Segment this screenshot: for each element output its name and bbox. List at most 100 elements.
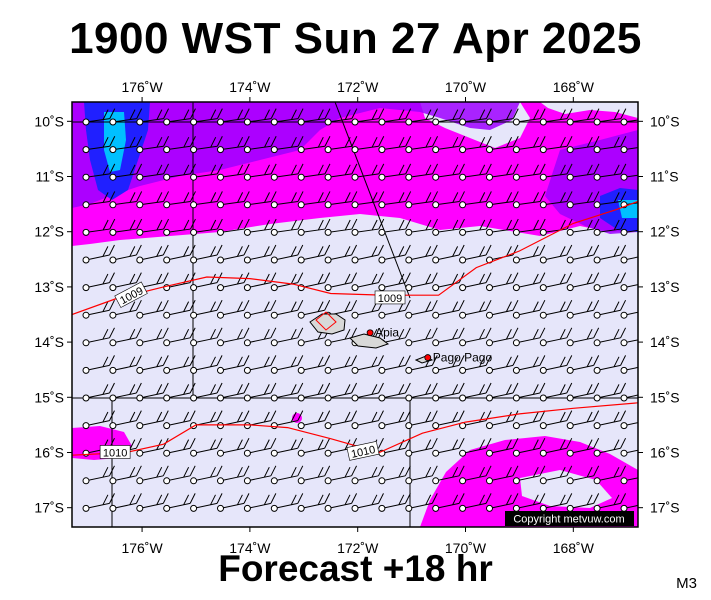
wind-barb <box>620 173 638 181</box>
wind-barb <box>459 163 492 181</box>
wind-barb <box>459 108 492 126</box>
wind-barb <box>620 118 638 126</box>
lon-tick-label-top: 168˚W <box>553 79 595 95</box>
wind-barb <box>378 108 412 126</box>
wind-barb <box>378 410 411 430</box>
wind-barb <box>163 244 196 264</box>
wind-barb <box>109 163 143 181</box>
wind-barb <box>539 163 573 181</box>
lat-tick-label-left: 11˚S <box>35 169 64 185</box>
lat-tick-label-left: 17˚S <box>34 500 64 516</box>
wind-barb <box>324 410 358 430</box>
wind-barb <box>566 382 600 402</box>
wind-barb <box>109 465 142 485</box>
wind-barb <box>566 465 600 485</box>
lat-tick-label-left: 12˚S <box>34 224 64 240</box>
wind-barb <box>217 163 250 181</box>
wind-barb <box>539 218 573 236</box>
wind-barb <box>593 299 627 319</box>
wind-barb <box>486 108 519 126</box>
wind-barb <box>109 355 142 374</box>
wind-barb <box>297 218 331 236</box>
lon-tick-label-bottom: 176˚W <box>121 540 163 556</box>
wind-barb <box>190 136 223 154</box>
wind-barb <box>217 382 250 402</box>
place-marker: Pago Pago <box>424 351 492 365</box>
wind-barb <box>324 355 358 374</box>
lat-tick-label-left: 14˚S <box>34 334 64 350</box>
wind-barb <box>405 437 438 457</box>
wind-barb <box>297 136 331 154</box>
wind-barb <box>459 355 492 374</box>
wind-barb <box>270 244 304 264</box>
wind-barb <box>217 108 250 126</box>
wind-barb <box>217 244 250 264</box>
wind-barb <box>486 355 519 374</box>
wind-barb <box>270 493 304 512</box>
wind-barb <box>486 163 519 181</box>
wind-barb <box>109 218 143 236</box>
wind-barb <box>243 136 277 154</box>
rain-band-purple <box>72 102 520 208</box>
wind-barb <box>217 465 250 485</box>
wind-barb <box>270 327 304 347</box>
place-markers: Apia Pago Pago <box>366 326 492 365</box>
wind-barb <box>593 244 627 264</box>
wind-barb <box>351 493 384 512</box>
isobar-label-text: 1009 <box>378 293 402 305</box>
wind-barb <box>566 437 600 457</box>
wind-barb <box>163 465 196 485</box>
wind-barb <box>432 382 465 402</box>
wind-barb <box>378 191 412 209</box>
wind-barb <box>136 437 169 457</box>
lat-tick-label-right: 13˚S <box>650 279 680 295</box>
wind-barb <box>243 355 277 374</box>
wind-barb <box>190 218 223 236</box>
wind-barb <box>566 299 600 319</box>
wind-barb <box>297 299 331 319</box>
wind-barb <box>539 437 573 457</box>
wind-barb <box>459 327 492 347</box>
wind-barb <box>539 108 573 126</box>
wind-barb <box>190 382 223 402</box>
wind-barb <box>136 299 169 319</box>
wind-barb <box>351 382 384 402</box>
wind-barb <box>136 382 169 402</box>
wind-barb <box>217 299 250 319</box>
wind-barb <box>109 410 142 430</box>
wind-barb <box>243 163 277 181</box>
wind-barb <box>593 437 627 457</box>
wind-barb <box>136 355 169 374</box>
lat-tick-label-right: 10˚S <box>650 113 680 129</box>
wind-barb <box>486 410 519 430</box>
wind-barb <box>82 327 115 347</box>
wind-barb <box>620 311 638 319</box>
isobar-label: 1009 <box>374 290 406 305</box>
wind-barb <box>136 493 169 512</box>
wind-barb <box>432 136 465 154</box>
wind-barb <box>82 163 116 181</box>
wind-barb <box>324 382 358 402</box>
wind-barb <box>405 410 438 430</box>
wind-barb <box>270 355 304 374</box>
wind-barb <box>243 218 277 236</box>
rain-blue-core-east <box>600 188 638 232</box>
wind-barb <box>82 191 116 209</box>
wind-barb <box>486 218 519 236</box>
wind-barb <box>163 299 196 319</box>
wind-barb <box>593 465 627 485</box>
wind-barb <box>432 437 465 457</box>
wind-barb <box>459 218 492 236</box>
wind-barb <box>432 299 465 319</box>
wind-barb <box>512 355 546 374</box>
wind-barb <box>243 272 277 292</box>
wind-barb <box>136 191 170 209</box>
wind-barb <box>405 163 439 181</box>
wind-barb <box>297 191 331 209</box>
lon-tick-label-top: 176˚W <box>121 79 163 95</box>
wind-barb <box>270 272 304 292</box>
wind-barb <box>620 422 638 430</box>
wind-barb <box>82 410 115 430</box>
